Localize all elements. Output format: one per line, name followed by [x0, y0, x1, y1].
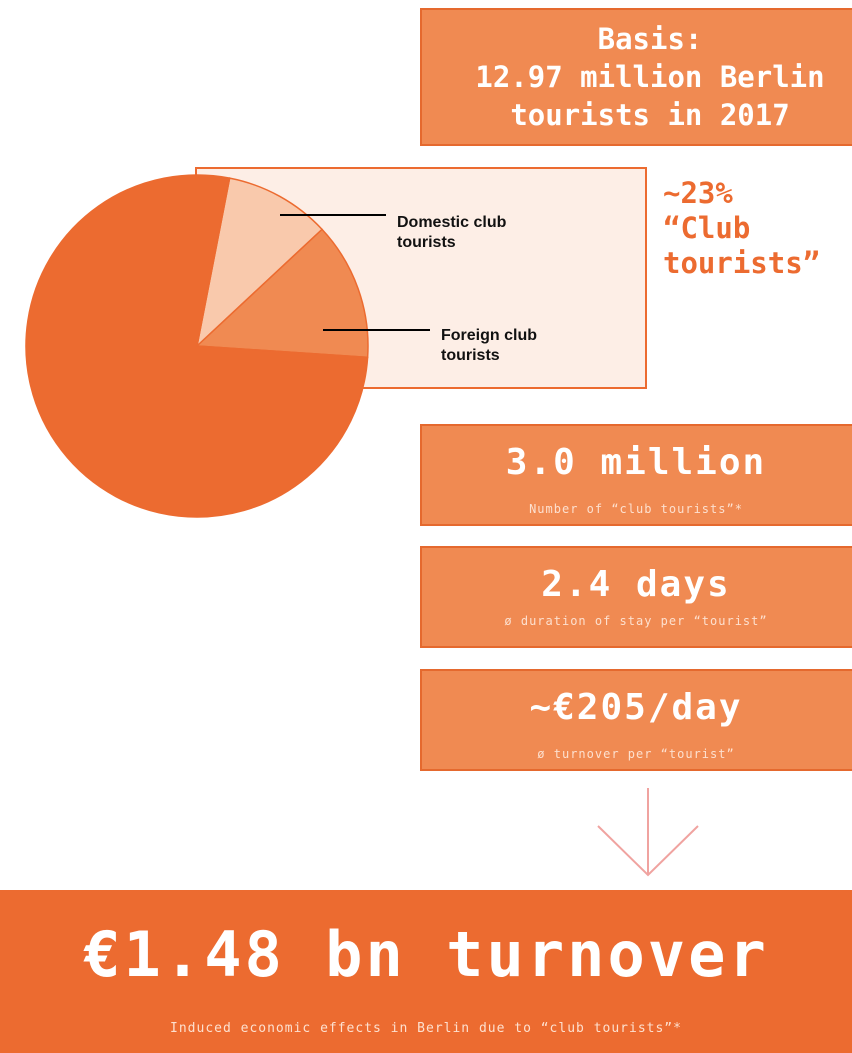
stat-value: 3.0 million [505, 442, 767, 483]
stat-box: 2.4 days ø duration of stay per “tourist” [420, 546, 852, 648]
pie-slice [25, 174, 369, 518]
stat-value: ~€205/day [529, 687, 743, 728]
stat-value: 2.4 days [541, 564, 731, 605]
result-band [0, 890, 852, 1053]
slice-label: Domestic club tourists [397, 214, 507, 251]
stat-box: 3.0 million Number of “club tourists”* [420, 424, 852, 526]
share-line: tourists” [663, 246, 821, 280]
caption: Induced economic effects in Berlin due t… [170, 1021, 682, 1036]
share-line: “Club [663, 211, 751, 245]
stat-box: ~€205/day ø turnover per “tourist” [420, 669, 852, 771]
headline: €1.48 bn turnover [83, 918, 769, 991]
pie-chart [25, 174, 430, 518]
club-share: ~23% “Club tourists” [663, 176, 820, 281]
basis-text: Basis: 12.97 million Berlin tourists in … [430, 20, 852, 134]
basis-box [420, 8, 852, 146]
basis-line: tourists in 2017 [510, 98, 790, 132]
stat-label: ø turnover per “tourist” [537, 747, 735, 761]
pie-slice [195, 228, 369, 359]
basis-line: 12.97 million Berlin [475, 60, 825, 94]
stat-label: Number of “club tourists”* [529, 502, 743, 516]
slice-label: Foreign club tourists [441, 327, 537, 364]
stat-label: ø duration of stay per “tourist” [504, 614, 768, 628]
arrow [597, 788, 699, 877]
pie-slice [195, 177, 324, 349]
basis-line: Basis: [597, 22, 703, 56]
arrow-head [597, 825, 699, 877]
share-line: ~23% [663, 176, 733, 210]
